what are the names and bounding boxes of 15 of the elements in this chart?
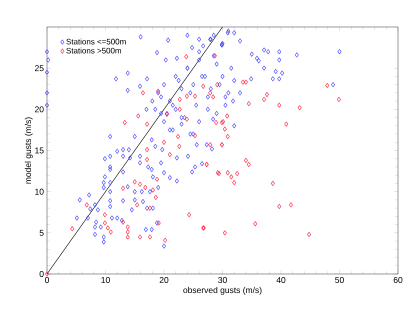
y-tick-label: 10 <box>35 188 44 195</box>
x-tick-label: 40 <box>276 277 286 284</box>
x-tick-label: 30 <box>218 277 227 284</box>
x-tick-label: 50 <box>335 277 344 284</box>
y-tick-label: 20 <box>34 106 44 112</box>
y-tick-label: 15 <box>35 148 44 154</box>
x-tick-label: 10 <box>101 277 110 284</box>
y-tick-label: 5 <box>40 230 44 236</box>
x-tick-label: 60 <box>394 277 402 284</box>
x-axis-title: observed gusts (m/s) <box>183 286 262 295</box>
x-tick-label: 20 <box>160 277 168 284</box>
y-axis-title: model gusts (m/s) <box>24 117 33 184</box>
y-tick-label: 0 <box>40 271 44 277</box>
x-tick-label: 0 <box>44 277 50 284</box>
y-tick-label: 25 <box>34 65 44 72</box>
